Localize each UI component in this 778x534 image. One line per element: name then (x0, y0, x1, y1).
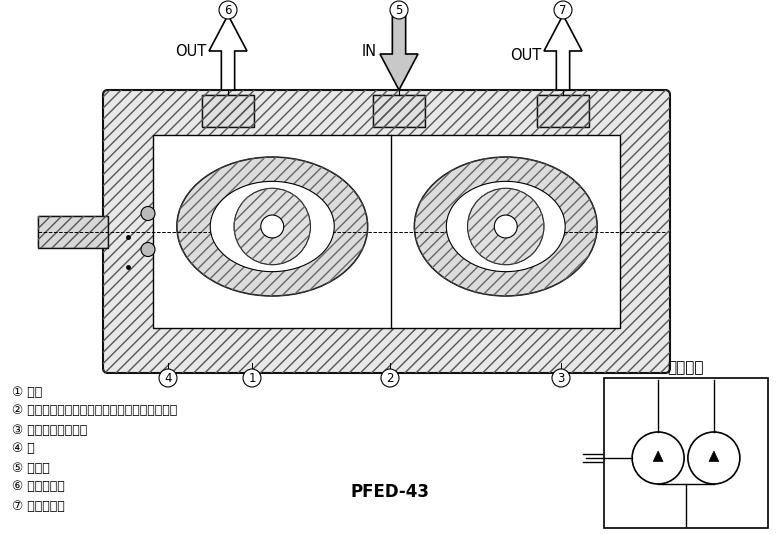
Text: ⑥ 第一出油口: ⑥ 第一出油口 (12, 481, 65, 493)
Text: ① 泵体: ① 泵体 (12, 386, 42, 398)
Bar (373, 95, 425, 127)
Ellipse shape (210, 182, 335, 272)
Circle shape (390, 1, 408, 19)
Circle shape (552, 369, 570, 387)
Circle shape (261, 215, 284, 238)
Circle shape (381, 369, 399, 387)
Circle shape (159, 369, 177, 387)
Polygon shape (380, 15, 418, 90)
Circle shape (141, 242, 155, 256)
Polygon shape (654, 451, 663, 461)
Circle shape (234, 189, 310, 265)
Text: OUT: OUT (510, 48, 541, 62)
Circle shape (219, 1, 237, 19)
Circle shape (494, 215, 517, 238)
Text: 5: 5 (395, 4, 403, 17)
Polygon shape (709, 451, 719, 461)
Text: OUT: OUT (175, 44, 206, 59)
Text: 2: 2 (386, 372, 394, 384)
Text: 4: 4 (164, 372, 172, 384)
Bar (38, 216, 108, 247)
Text: ⑤ 进油口: ⑤ 进油口 (12, 461, 50, 475)
Text: 3: 3 (557, 372, 565, 384)
Circle shape (141, 207, 155, 221)
Circle shape (243, 369, 261, 387)
Text: ② 第一级泵芯：定子、转子、叶片、平衡配油盘: ② 第一级泵芯：定子、转子、叶片、平衡配油盘 (12, 404, 177, 418)
Text: 6: 6 (224, 4, 232, 17)
Circle shape (554, 1, 572, 19)
Circle shape (688, 432, 740, 484)
Text: 1: 1 (248, 372, 256, 384)
Bar (604, 378, 768, 528)
Text: 液压符号: 液压符号 (668, 360, 704, 375)
Text: IN: IN (362, 44, 377, 59)
Text: ③ 第二级泵芯：同上: ③ 第二级泵芯：同上 (12, 423, 87, 436)
Bar (38, 216, 108, 247)
Bar (202, 95, 254, 127)
Bar (153, 135, 620, 328)
Ellipse shape (415, 157, 598, 296)
Bar (373, 95, 425, 127)
Text: ⑦ 第二出油口: ⑦ 第二出油口 (12, 499, 65, 513)
Ellipse shape (447, 182, 565, 272)
FancyBboxPatch shape (103, 90, 670, 373)
Text: 7: 7 (559, 4, 566, 17)
Bar (537, 95, 589, 127)
Circle shape (632, 432, 684, 484)
Ellipse shape (177, 157, 368, 296)
Text: ④ 轴: ④ 轴 (12, 443, 35, 456)
Text: PFED-43: PFED-43 (351, 483, 429, 501)
Circle shape (468, 189, 544, 265)
Bar (202, 95, 254, 127)
Polygon shape (209, 15, 247, 90)
Bar (537, 95, 589, 127)
Polygon shape (544, 15, 582, 90)
